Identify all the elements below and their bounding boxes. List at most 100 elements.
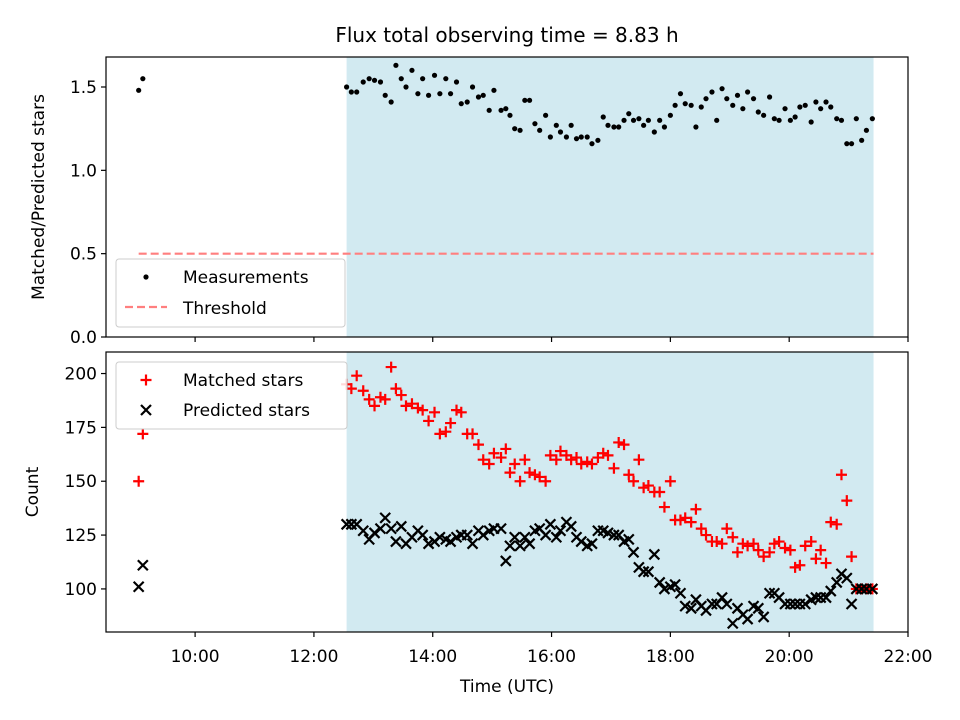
predicted-star-point [519, 531, 531, 544]
predicted-star-point [500, 555, 512, 567]
measurement-point [409, 67, 415, 73]
matched-star-point [742, 540, 754, 552]
predicted-star-point [685, 602, 697, 615]
matched-star-point [540, 475, 552, 487]
measurement-point [621, 117, 627, 123]
measurement-point [491, 87, 497, 93]
predicted-star-point [357, 524, 370, 537]
matched-star-point [544, 449, 556, 461]
top-marks [136, 62, 875, 255]
predicted-star-point [642, 565, 655, 578]
measurement-point [813, 99, 819, 105]
bottom-x-ticks: 10:00 12:00 14:00 16:00 18:00 20:00 22:00 [171, 632, 933, 667]
matched-star-point [623, 469, 635, 481]
measurement-point [657, 117, 663, 123]
measurement-point [734, 92, 741, 98]
measurement-point [458, 101, 464, 107]
matched-star-point [679, 512, 691, 524]
predicted-star-point [830, 576, 843, 589]
predicted-star-point [340, 518, 353, 531]
matched-star-point [351, 370, 363, 382]
predicted-star-point [608, 529, 620, 541]
predicted-star-point [390, 535, 402, 548]
matched-star-point [357, 385, 369, 397]
measurement-point [486, 107, 492, 113]
top-x-ticks [194, 337, 909, 342]
matched-star-point [429, 406, 441, 418]
measurement-point [453, 79, 460, 85]
predicted-star-point [741, 613, 754, 625]
measurement-point [447, 91, 454, 97]
matched-star-point [846, 551, 858, 563]
measurement-point [526, 97, 533, 103]
predicted-star-point [385, 522, 397, 535]
matched-star-point [658, 501, 670, 513]
predicted-star-point [379, 512, 391, 524]
measurement-point [802, 102, 808, 108]
matched-star-point [406, 398, 418, 410]
matched-star-point [137, 428, 149, 440]
predicted-star-point [653, 576, 666, 589]
measurement-point [859, 137, 865, 143]
matched-star-point [721, 523, 733, 535]
matched-star-point [133, 475, 145, 487]
measurement-point [475, 94, 482, 100]
matched-star-point [732, 546, 744, 558]
predicted-star-point [504, 540, 516, 552]
measurement-point [709, 89, 715, 95]
measurement-point [682, 101, 688, 107]
bottom-marks [132, 361, 879, 630]
bottom-legend-box [115, 361, 348, 430]
measurement-point [600, 114, 606, 120]
predicted-star-point [416, 529, 429, 541]
legend-label-measurements: Measurements [183, 268, 309, 288]
top-legend: Measurements Threshold [115, 258, 346, 328]
matched-star-point [534, 471, 546, 483]
matched-star-point [477, 454, 489, 466]
predicted-star-point [544, 518, 557, 531]
predicted-star-point [132, 580, 145, 593]
matched-star-point [385, 361, 397, 373]
matched-star-point [805, 536, 817, 548]
measurement-point [512, 126, 518, 132]
matched-star-point [764, 546, 776, 558]
measurement-point [667, 112, 673, 118]
predicted-star-point [444, 535, 457, 548]
predicted-star-point [706, 598, 718, 610]
predicted-star-point [721, 598, 733, 610]
measurement-point [719, 86, 725, 92]
measurement-point [547, 134, 553, 140]
matched-star-point [618, 439, 630, 451]
measurement-point [595, 137, 601, 143]
measurement-point [688, 102, 694, 108]
predicted-star-point [575, 535, 588, 548]
x-tick-label: 14:00 [408, 647, 457, 667]
measurement-point [431, 72, 438, 78]
legend-label-matched-stars: Matched stars [183, 371, 303, 391]
top-panel: 0.0 0.5 1.0 1.5 Matched/Predicted stars Mea… [29, 56, 909, 348]
matched-star-point [799, 540, 811, 552]
measurement-point [532, 121, 538, 127]
matched-star-point [504, 467, 516, 479]
predicted-star-point [137, 559, 149, 572]
measurement-point [823, 99, 829, 105]
measurement-point [626, 111, 632, 117]
measurement-point [645, 117, 651, 123]
predicted-star-point [810, 591, 822, 604]
top-y-tick-label: 0.5 [70, 245, 97, 265]
predicted-star-point [824, 585, 837, 597]
matched-star-point [835, 469, 847, 481]
matched-star-point [654, 486, 666, 498]
measurement-point [797, 104, 803, 110]
bottom-axes-frame [105, 351, 909, 633]
predicted-star-point [623, 533, 635, 546]
x-tick-label: 20:00 [765, 647, 814, 667]
x-tick-label: 12:00 [289, 647, 338, 667]
measurement-point [641, 122, 647, 128]
measurement-point [869, 116, 875, 122]
measurement-point [344, 84, 350, 90]
matched-star-point [369, 400, 381, 412]
measurement-point [443, 76, 449, 82]
matched-star-point [810, 553, 822, 565]
